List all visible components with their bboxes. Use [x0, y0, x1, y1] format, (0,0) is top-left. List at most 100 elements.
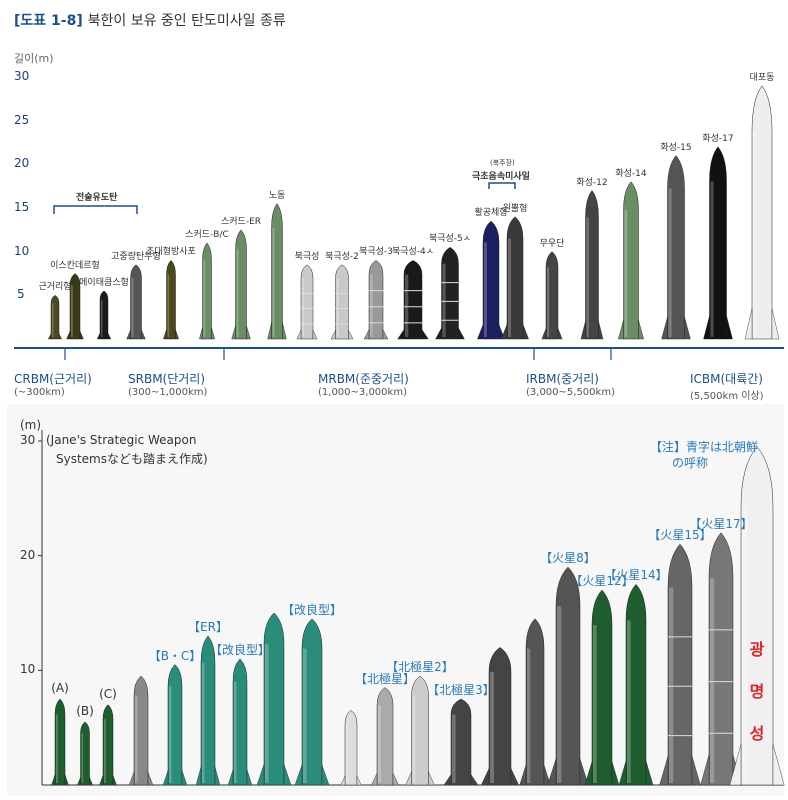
- figure-title-text: 북한이 보유 중인 탄도미사일 종류: [87, 13, 286, 29]
- top-missile-label: 화성-15: [660, 142, 692, 153]
- bottom-missile: [51, 698, 69, 786]
- top-missile: [501, 216, 529, 340]
- top-missile: [397, 260, 429, 340]
- missile-highlight: [452, 714, 456, 783]
- right-fin: [107, 333, 112, 340]
- missile-highlight: [236, 249, 239, 337]
- right-fin: [684, 316, 691, 340]
- rocket-lettering: 성: [750, 724, 765, 743]
- left-fin: [267, 322, 272, 340]
- missile-highlight: [370, 274, 373, 337]
- missile-highlight: [710, 181, 714, 337]
- right-fin: [246, 769, 253, 786]
- left-fin: [405, 771, 412, 786]
- footnote-1: 【注】青字は北朝鮮: [650, 440, 759, 454]
- right-fin: [58, 333, 63, 340]
- bottom-missile: [659, 543, 701, 786]
- left-fin: [618, 760, 627, 786]
- missile-highlight: [272, 227, 275, 337]
- bottom-missile: [195, 635, 221, 786]
- left-fin: [47, 333, 52, 340]
- right-fin: [141, 330, 146, 340]
- cat-srbm-range: (300~1,000km): [128, 387, 208, 398]
- figure-title: [도표 1-8] 북한이 보유 중인 탄도미사일 종류: [14, 10, 286, 30]
- right-fin: [312, 330, 318, 340]
- bottom-missile-label: 【改良型】: [281, 602, 342, 617]
- cat-irbm-range: (3,000~5,500km): [526, 387, 615, 398]
- bottom-missile: [584, 589, 620, 786]
- missile-highlight: [490, 672, 494, 783]
- missile-body: [450, 698, 472, 786]
- top-missile-label: 북극성: [294, 251, 320, 262]
- rocket-lettering: 광: [750, 640, 765, 659]
- missile-body: [482, 220, 500, 340]
- right-fin: [64, 774, 69, 786]
- missile-highlight: [586, 217, 589, 337]
- top-missile-label: 고중량탄두형: [111, 251, 161, 262]
- right-fin: [428, 771, 435, 786]
- right-fin: [543, 764, 551, 786]
- right-fin: [458, 327, 465, 340]
- missile-body: [740, 446, 774, 786]
- left-fin: [744, 308, 753, 340]
- bottom-missile: [519, 618, 551, 786]
- missile-body: [751, 85, 773, 340]
- left-fin: [231, 325, 236, 340]
- missile-highlight: [265, 643, 269, 783]
- right-fin: [638, 320, 645, 340]
- missile-highlight: [627, 620, 631, 783]
- bottom-missile-label: 【火星8】: [540, 551, 596, 566]
- missile-body: [585, 190, 599, 340]
- missile-body: [488, 647, 512, 786]
- top-missile-chart: [14, 85, 784, 360]
- missile-body: [301, 618, 323, 786]
- top-y-unit: 길이(m): [14, 52, 54, 65]
- left-fin: [296, 330, 302, 340]
- left-fin: [363, 329, 370, 340]
- missile-body: [102, 704, 114, 786]
- top-missile-label: 화성-12: [576, 177, 608, 188]
- top-missile-label: 화성-14: [615, 168, 647, 179]
- missile-body: [232, 658, 248, 786]
- left-fin: [501, 324, 508, 340]
- right-fin: [211, 327, 215, 340]
- bottom-missile-label: (A): [51, 681, 69, 695]
- missile-body: [335, 264, 349, 340]
- bottom-missile: [547, 566, 589, 786]
- left-fin: [294, 764, 303, 786]
- missile-body: [300, 264, 314, 340]
- left-fin: [541, 328, 547, 340]
- right-fin: [611, 761, 620, 786]
- rocket-lettering: 명: [750, 682, 765, 701]
- right-fin: [283, 764, 292, 786]
- left-fin: [477, 324, 484, 340]
- right-fin: [382, 329, 389, 340]
- bottom-y-tick: 10: [20, 662, 36, 677]
- bottom-missile: [162, 664, 188, 786]
- left-fin: [703, 315, 710, 340]
- bottom-missile-label: 【北極星3】: [427, 683, 495, 697]
- right-fin: [726, 315, 733, 340]
- right-fin: [321, 764, 330, 786]
- top-missile-label: 북극성-5ㅅ: [428, 234, 472, 245]
- right-fin: [112, 775, 117, 786]
- bottom-missile-label: 【火星12】: [570, 574, 634, 589]
- top-missile: [163, 260, 179, 340]
- right-fin: [282, 322, 287, 340]
- missile-body: [591, 589, 613, 786]
- left-fin: [51, 774, 56, 786]
- bottom-missile: [340, 710, 362, 786]
- top-missile-label: 에이태큼스형: [79, 277, 129, 288]
- missile-highlight: [378, 705, 381, 783]
- top-missile-label: 노동: [268, 190, 286, 201]
- top-missile: [47, 295, 63, 340]
- special-bracket: [488, 182, 516, 189]
- missile-highlight: [557, 606, 562, 783]
- missile-highlight: [753, 131, 757, 337]
- left-fin: [547, 758, 557, 786]
- missile-highlight: [81, 733, 84, 783]
- right-fin: [246, 325, 251, 340]
- left-fin: [617, 320, 624, 340]
- left-fin: [435, 327, 442, 340]
